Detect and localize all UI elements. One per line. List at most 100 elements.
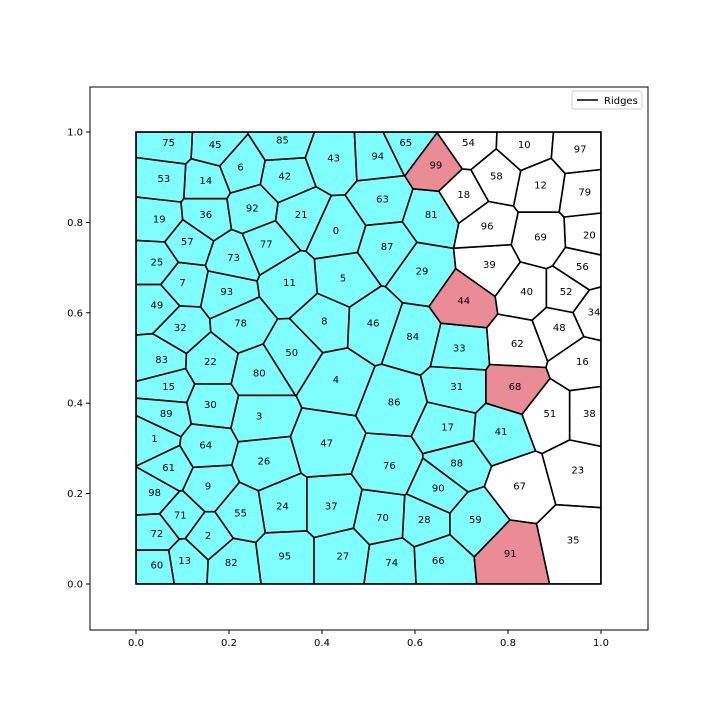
cell-label-68: 68 [509, 382, 522, 393]
cell-label-70: 70 [376, 513, 389, 524]
cell-label-12: 12 [534, 181, 547, 192]
y-tick-label: 0.2 [67, 489, 83, 500]
cell-label-69: 69 [534, 233, 547, 244]
x-axis-ticks: 0.0 0.2 0.4 0.6 0.8 1.0 [128, 630, 609, 649]
voronoi-cell-90 [405, 457, 469, 514]
cell-label-31: 31 [450, 382, 463, 393]
voronoi-cell-93 [199, 270, 261, 320]
cell-label-34: 34 [588, 307, 601, 318]
cell-label-6: 6 [237, 163, 243, 174]
cell-label-23: 23 [571, 466, 584, 477]
cell-label-81: 81 [425, 210, 438, 221]
cell-label-94: 94 [371, 151, 384, 162]
voronoi-cell-97 [550, 132, 601, 175]
cell-label-59: 59 [469, 515, 482, 526]
voronoi-cell-72 [136, 512, 181, 551]
cell-label-85: 85 [276, 136, 289, 147]
cell-label-95: 95 [278, 551, 291, 562]
cell-label-84: 84 [406, 332, 419, 343]
cell-label-30: 30 [204, 400, 217, 411]
cell-label-83: 83 [155, 355, 168, 366]
cell-label-82: 82 [225, 558, 238, 569]
cell-label-74: 74 [385, 558, 398, 569]
cell-label-36: 36 [199, 210, 212, 221]
legend: Ridges [571, 90, 643, 110]
cell-label-43: 43 [327, 154, 340, 165]
cell-label-21: 21 [295, 210, 308, 221]
voronoi-cell-56 [551, 246, 601, 291]
cell-label-24: 24 [276, 502, 289, 513]
cell-label-35: 35 [567, 536, 580, 547]
cell-label-53: 53 [158, 174, 171, 185]
cell-label-3: 3 [256, 411, 262, 422]
voronoi-cell-68 [485, 363, 551, 416]
cell-label-66: 66 [432, 556, 445, 567]
voronoi-cell-91 [473, 519, 551, 584]
cell-label-62: 62 [511, 339, 524, 350]
cell-label-39: 39 [483, 260, 496, 271]
cell-label-16: 16 [576, 357, 589, 368]
cell-label-56: 56 [576, 262, 589, 273]
cell-label-57: 57 [181, 237, 194, 248]
voronoi-cell-48 [531, 306, 585, 363]
cell-label-32: 32 [174, 323, 187, 334]
cell-label-41: 41 [495, 427, 508, 438]
cell-label-78: 78 [234, 319, 247, 330]
cell-label-1: 1 [151, 434, 157, 445]
cell-label-20: 20 [583, 231, 596, 242]
cell-label-93: 93 [220, 287, 233, 298]
cell-label-64: 64 [199, 441, 212, 452]
cell-label-98: 98 [148, 488, 161, 499]
y-tick-label: 0.6 [67, 308, 83, 319]
cell-label-0: 0 [333, 226, 339, 237]
square-boundary [135, 131, 602, 585]
cell-label-14: 14 [199, 176, 212, 187]
cell-label-89: 89 [160, 409, 173, 420]
voronoi-cell-85 [247, 132, 316, 162]
cell-label-40: 40 [520, 287, 533, 298]
y-tick-label: 0.0 [67, 580, 83, 591]
cell-label-51: 51 [544, 409, 557, 420]
voronoi-cell-83 [136, 332, 188, 383]
cell-label-63: 63 [376, 194, 389, 205]
cell-label-46: 46 [367, 319, 380, 330]
cell-label-2: 2 [205, 531, 211, 542]
cell-label-8: 8 [321, 316, 327, 327]
cell-label-73: 73 [227, 253, 240, 264]
cell-label-44: 44 [457, 296, 470, 307]
x-tick-label: 0.8 [500, 638, 516, 649]
cell-label-52: 52 [560, 287, 573, 298]
voronoi-cell-96 [452, 200, 519, 249]
cell-label-13: 13 [178, 556, 191, 567]
cell-label-61: 61 [162, 463, 175, 474]
cell-label-18: 18 [457, 190, 470, 201]
cell-label-42: 42 [278, 172, 291, 183]
cell-label-80: 80 [253, 368, 266, 379]
cell-label-7: 7 [179, 278, 185, 289]
x-tick-label: 0.4 [314, 638, 330, 649]
cell-label-50: 50 [285, 348, 298, 359]
voronoi-cell-87 [356, 221, 418, 288]
cell-label-87: 87 [381, 242, 394, 253]
cell-label-76: 76 [383, 461, 396, 472]
cell-label-5: 5 [340, 273, 346, 284]
cell-label-33: 33 [453, 344, 466, 355]
cell-label-19: 19 [153, 215, 166, 226]
cell-label-58: 58 [490, 172, 503, 183]
cell-label-49: 49 [151, 301, 164, 312]
cell-label-77: 77 [260, 240, 273, 251]
cell-label-26: 26 [258, 457, 271, 468]
cell-label-96: 96 [481, 221, 494, 232]
cell-label-67: 67 [513, 481, 526, 492]
voronoi-cells [136, 132, 601, 584]
cell-label-54: 54 [462, 138, 475, 149]
cell-label-91: 91 [504, 549, 517, 560]
cell-label-29: 29 [416, 267, 429, 278]
legend-box [571, 90, 643, 110]
cell-label-37: 37 [325, 502, 338, 513]
voronoi-cell-99 [404, 132, 463, 192]
voronoi-cell-89 [136, 397, 192, 438]
y-tick-label: 0.4 [67, 399, 83, 410]
cell-label-4: 4 [333, 375, 339, 386]
